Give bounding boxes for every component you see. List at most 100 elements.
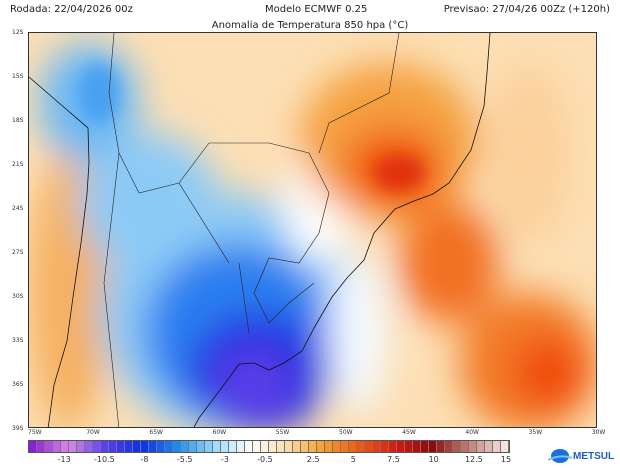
colorbar-box [413, 441, 421, 452]
lat-tick: 12S [12, 29, 24, 36]
lat-tick: 36S [12, 381, 24, 388]
colorbar-box [237, 441, 245, 452]
run-time: Rodada: 22/04/2026 00z [10, 4, 133, 15]
colorbar-box [437, 441, 445, 452]
colorbar-box [189, 441, 197, 452]
lon-tick: 35W [528, 429, 543, 436]
pacific-coastline [29, 76, 90, 427]
lon-tick: 40W [465, 429, 479, 436]
colorbar-box [141, 441, 149, 452]
colorbar-label: -5.5 [176, 455, 193, 464]
colorbar-box [301, 441, 309, 452]
colorbar-box [69, 441, 77, 452]
colorbar-box [133, 441, 141, 452]
colorbar-box [101, 441, 109, 452]
lat-tick: 33S [12, 337, 24, 344]
colorbar-label: -3 [220, 455, 229, 464]
colorbar-box [37, 441, 45, 452]
colorbar-box [397, 441, 405, 452]
colorbar-box [357, 441, 365, 452]
colorbar-box [277, 441, 285, 452]
lat-tick: 15S [12, 73, 24, 80]
lon-tick: 60W [212, 429, 227, 436]
colorbar-box [149, 441, 157, 452]
colorbar-box [381, 441, 389, 452]
colorbar-box [421, 441, 429, 452]
colorbar-box [389, 441, 397, 452]
colorbar-label: 7.5 [387, 455, 400, 464]
lat-tick: 30S [12, 293, 24, 300]
colorbar-box [197, 441, 205, 452]
colorbar-box [333, 441, 341, 452]
colorbar-box [229, 441, 237, 452]
colorbar-box [205, 441, 213, 452]
colorbar-label: 15 [500, 455, 512, 464]
colorbar-box [45, 441, 53, 452]
colorbar-box [61, 441, 69, 452]
colorbar-box [373, 441, 381, 452]
coastline [193, 33, 491, 427]
colorbar-box [501, 441, 509, 452]
colorbar-box [261, 441, 269, 452]
colorbar-label: -0.5 [257, 455, 273, 464]
colorbar-box [309, 441, 317, 452]
colorbar-box [445, 441, 453, 452]
metsul-logo: METSUL [547, 446, 618, 464]
globe-icon: METSUL [547, 449, 614, 463]
map-title: Anomalia de Temperatura 850 hpa (°C) [211, 20, 409, 31]
colorbar-box [461, 441, 469, 452]
colorbar-box [213, 441, 221, 452]
colorbar-box [117, 441, 125, 452]
colorbar-box [181, 441, 189, 452]
lat-tick: 24S [12, 205, 24, 212]
colorbar-box [109, 441, 117, 452]
colorbar-box [493, 441, 501, 452]
colorbar-box [29, 441, 37, 452]
colorbar-box [53, 441, 61, 452]
colorbar-box [325, 441, 333, 452]
lon-tick: 70W [86, 429, 100, 436]
colorbar-box [285, 441, 293, 452]
colorbar-label: 12.5 [464, 455, 483, 464]
lat-tick: 39S [12, 425, 24, 432]
colorbar-box [269, 441, 277, 452]
colorbar-box [165, 441, 173, 452]
colorbar-box [469, 441, 477, 452]
colorbar-box [429, 441, 437, 452]
lat-tick: 21S [12, 161, 24, 168]
lat-tick: 27S [12, 249, 24, 256]
lon-tick: 30W [591, 429, 606, 436]
colorbar-label: 2.5 [306, 455, 320, 464]
lon-tick: 55W [275, 429, 290, 436]
colorbar-box [85, 441, 93, 452]
colorbar-label: -13 [57, 455, 71, 464]
colorbar-box [221, 441, 229, 452]
colorbar-box [245, 441, 253, 452]
colorbar-box [93, 441, 101, 452]
colorbar-box [173, 441, 181, 452]
colorbar-box [293, 441, 301, 452]
colorbar-label: 10 [428, 455, 439, 464]
lon-tick: 65W [149, 429, 163, 436]
forecast-time: Previsao: 27/04/26 00Zz (+120h) [443, 4, 610, 15]
colorbar-box [125, 441, 133, 452]
lon-tick: 45W [402, 429, 416, 436]
lon-tick: 75W [28, 429, 42, 436]
colorbar-box [317, 441, 325, 452]
colorbar-box [485, 441, 493, 452]
colorbar [28, 440, 510, 453]
lon-tick: 50W [339, 429, 353, 436]
colorbar-box [365, 441, 373, 452]
colorbar-box [349, 441, 357, 452]
borders [103, 33, 400, 427]
colorbar-label: 5 [350, 455, 356, 464]
colorbar-box [453, 441, 461, 452]
lat-tick: 18S [12, 117, 24, 124]
colorbar-box [77, 441, 85, 452]
svg-text:METSUL: METSUL [573, 451, 614, 462]
colorbar-label: -8 [140, 455, 149, 464]
colorbar-box [405, 441, 413, 452]
model-name: Modelo ECMWF 0.25 [265, 4, 368, 15]
colorbar-box [477, 441, 485, 452]
colorbar-label: -10.5 [93, 455, 115, 464]
